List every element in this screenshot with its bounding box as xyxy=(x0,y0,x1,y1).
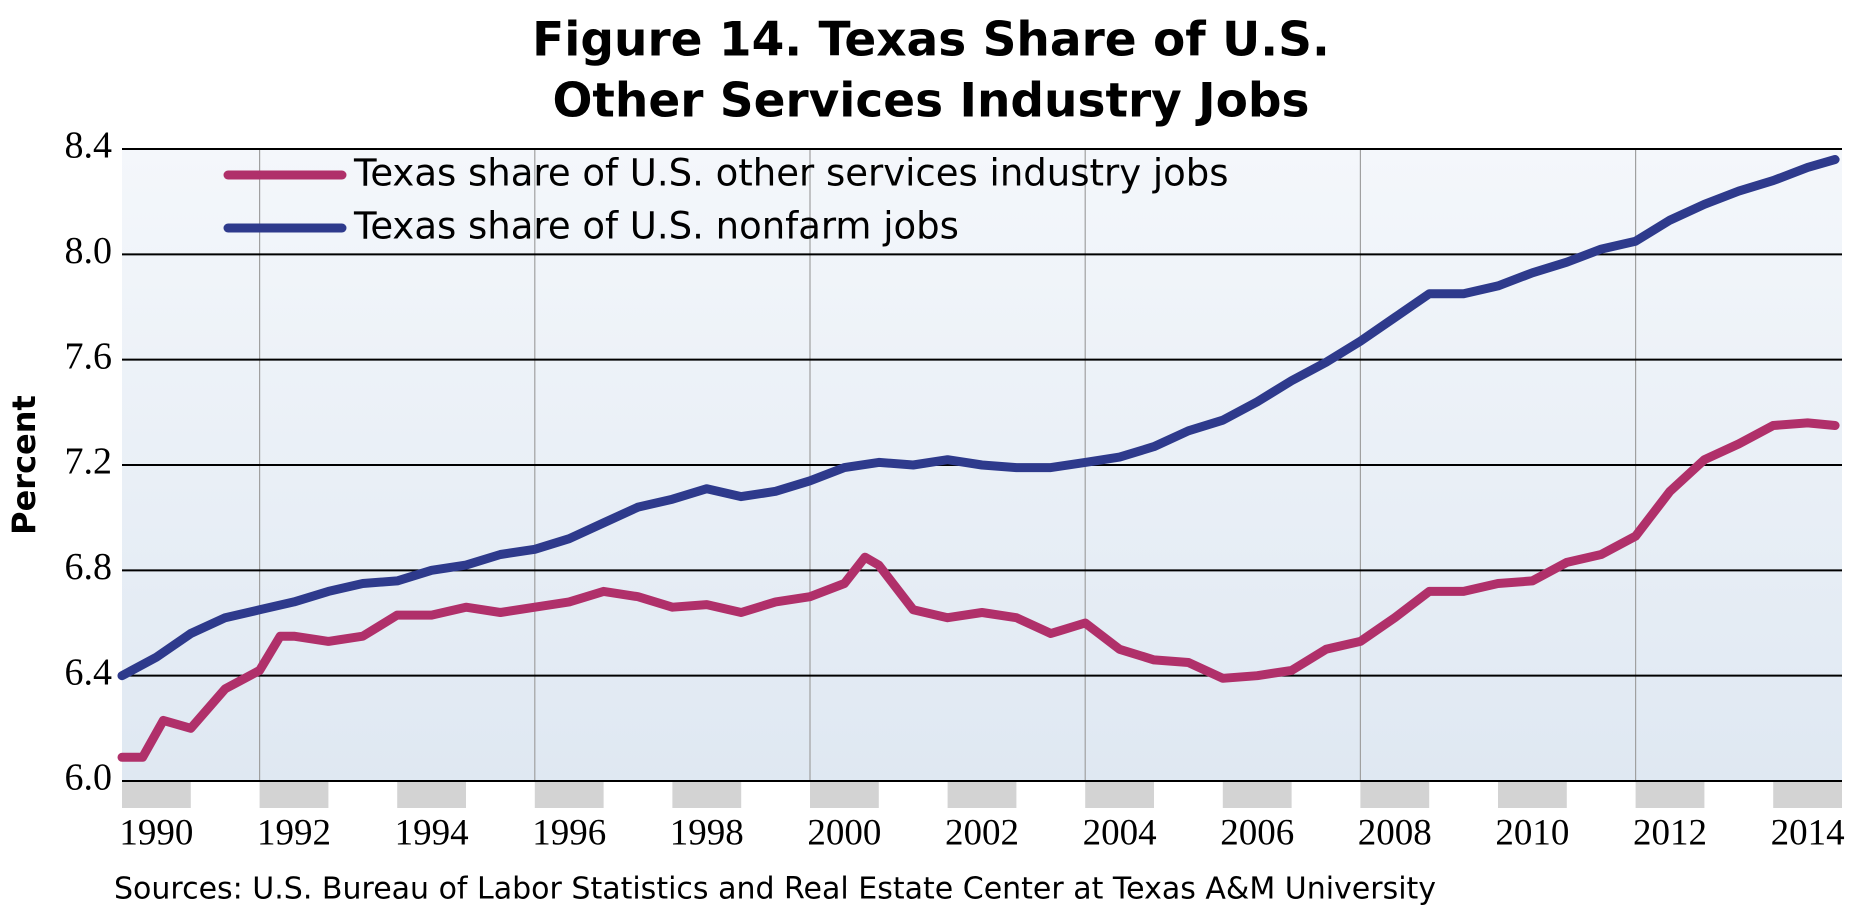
x-band xyxy=(672,781,742,808)
y-tick-label: 6.4 xyxy=(65,651,113,693)
x-tick-label: 2014 xyxy=(1771,812,1845,853)
source-note: Sources: U.S. Bureau of Labor Statistics… xyxy=(114,872,1436,907)
x-tick-label: 2000 xyxy=(807,812,881,853)
chart-title: Other Services Industry Jobs xyxy=(552,74,1309,129)
x-band xyxy=(1773,781,1842,808)
x-tick-label: 2012 xyxy=(1633,812,1707,853)
y-tick-label: 6.8 xyxy=(65,546,113,588)
x-band xyxy=(947,781,1017,808)
y-axis-label: Percent xyxy=(5,395,43,535)
x-tick-label: 2002 xyxy=(945,812,1019,853)
x-band xyxy=(1222,781,1292,808)
y-tick-label: 6.0 xyxy=(65,757,113,799)
x-band xyxy=(259,781,329,808)
x-tick-label: 1992 xyxy=(257,812,331,853)
x-band xyxy=(122,781,191,808)
legend-label: Texas share of U.S. nonfarm jobs xyxy=(353,205,959,248)
x-band xyxy=(1085,781,1154,808)
y-tick-label: 8.0 xyxy=(65,230,113,272)
legend-label: Texas share of U.S. other services indus… xyxy=(353,152,1229,195)
x-tick-label: 2010 xyxy=(1495,812,1569,853)
x-band xyxy=(534,781,604,808)
x-tick-label: 2006 xyxy=(1220,812,1294,853)
data-line xyxy=(117,418,1840,762)
x-band xyxy=(810,781,879,808)
y-tick-label: 8.4 xyxy=(65,125,113,167)
x-band xyxy=(1360,781,1430,808)
x-band xyxy=(1635,781,1705,808)
x-tick-label: 1990 xyxy=(119,812,193,853)
x-tick-label: 2008 xyxy=(1358,812,1432,853)
x-band xyxy=(1498,781,1567,808)
x-tick-label: 1994 xyxy=(395,812,469,853)
data-line xyxy=(117,155,1840,681)
x-band xyxy=(397,781,466,808)
y-tick-label: 7.6 xyxy=(65,335,113,377)
x-tick-label: 1998 xyxy=(670,812,744,853)
chart-title: Figure 14. Texas Share of U.S. xyxy=(532,13,1330,68)
y-tick-label: 7.2 xyxy=(65,441,113,483)
x-tick-label: 2004 xyxy=(1083,812,1157,853)
x-tick-label: 1996 xyxy=(532,812,606,853)
